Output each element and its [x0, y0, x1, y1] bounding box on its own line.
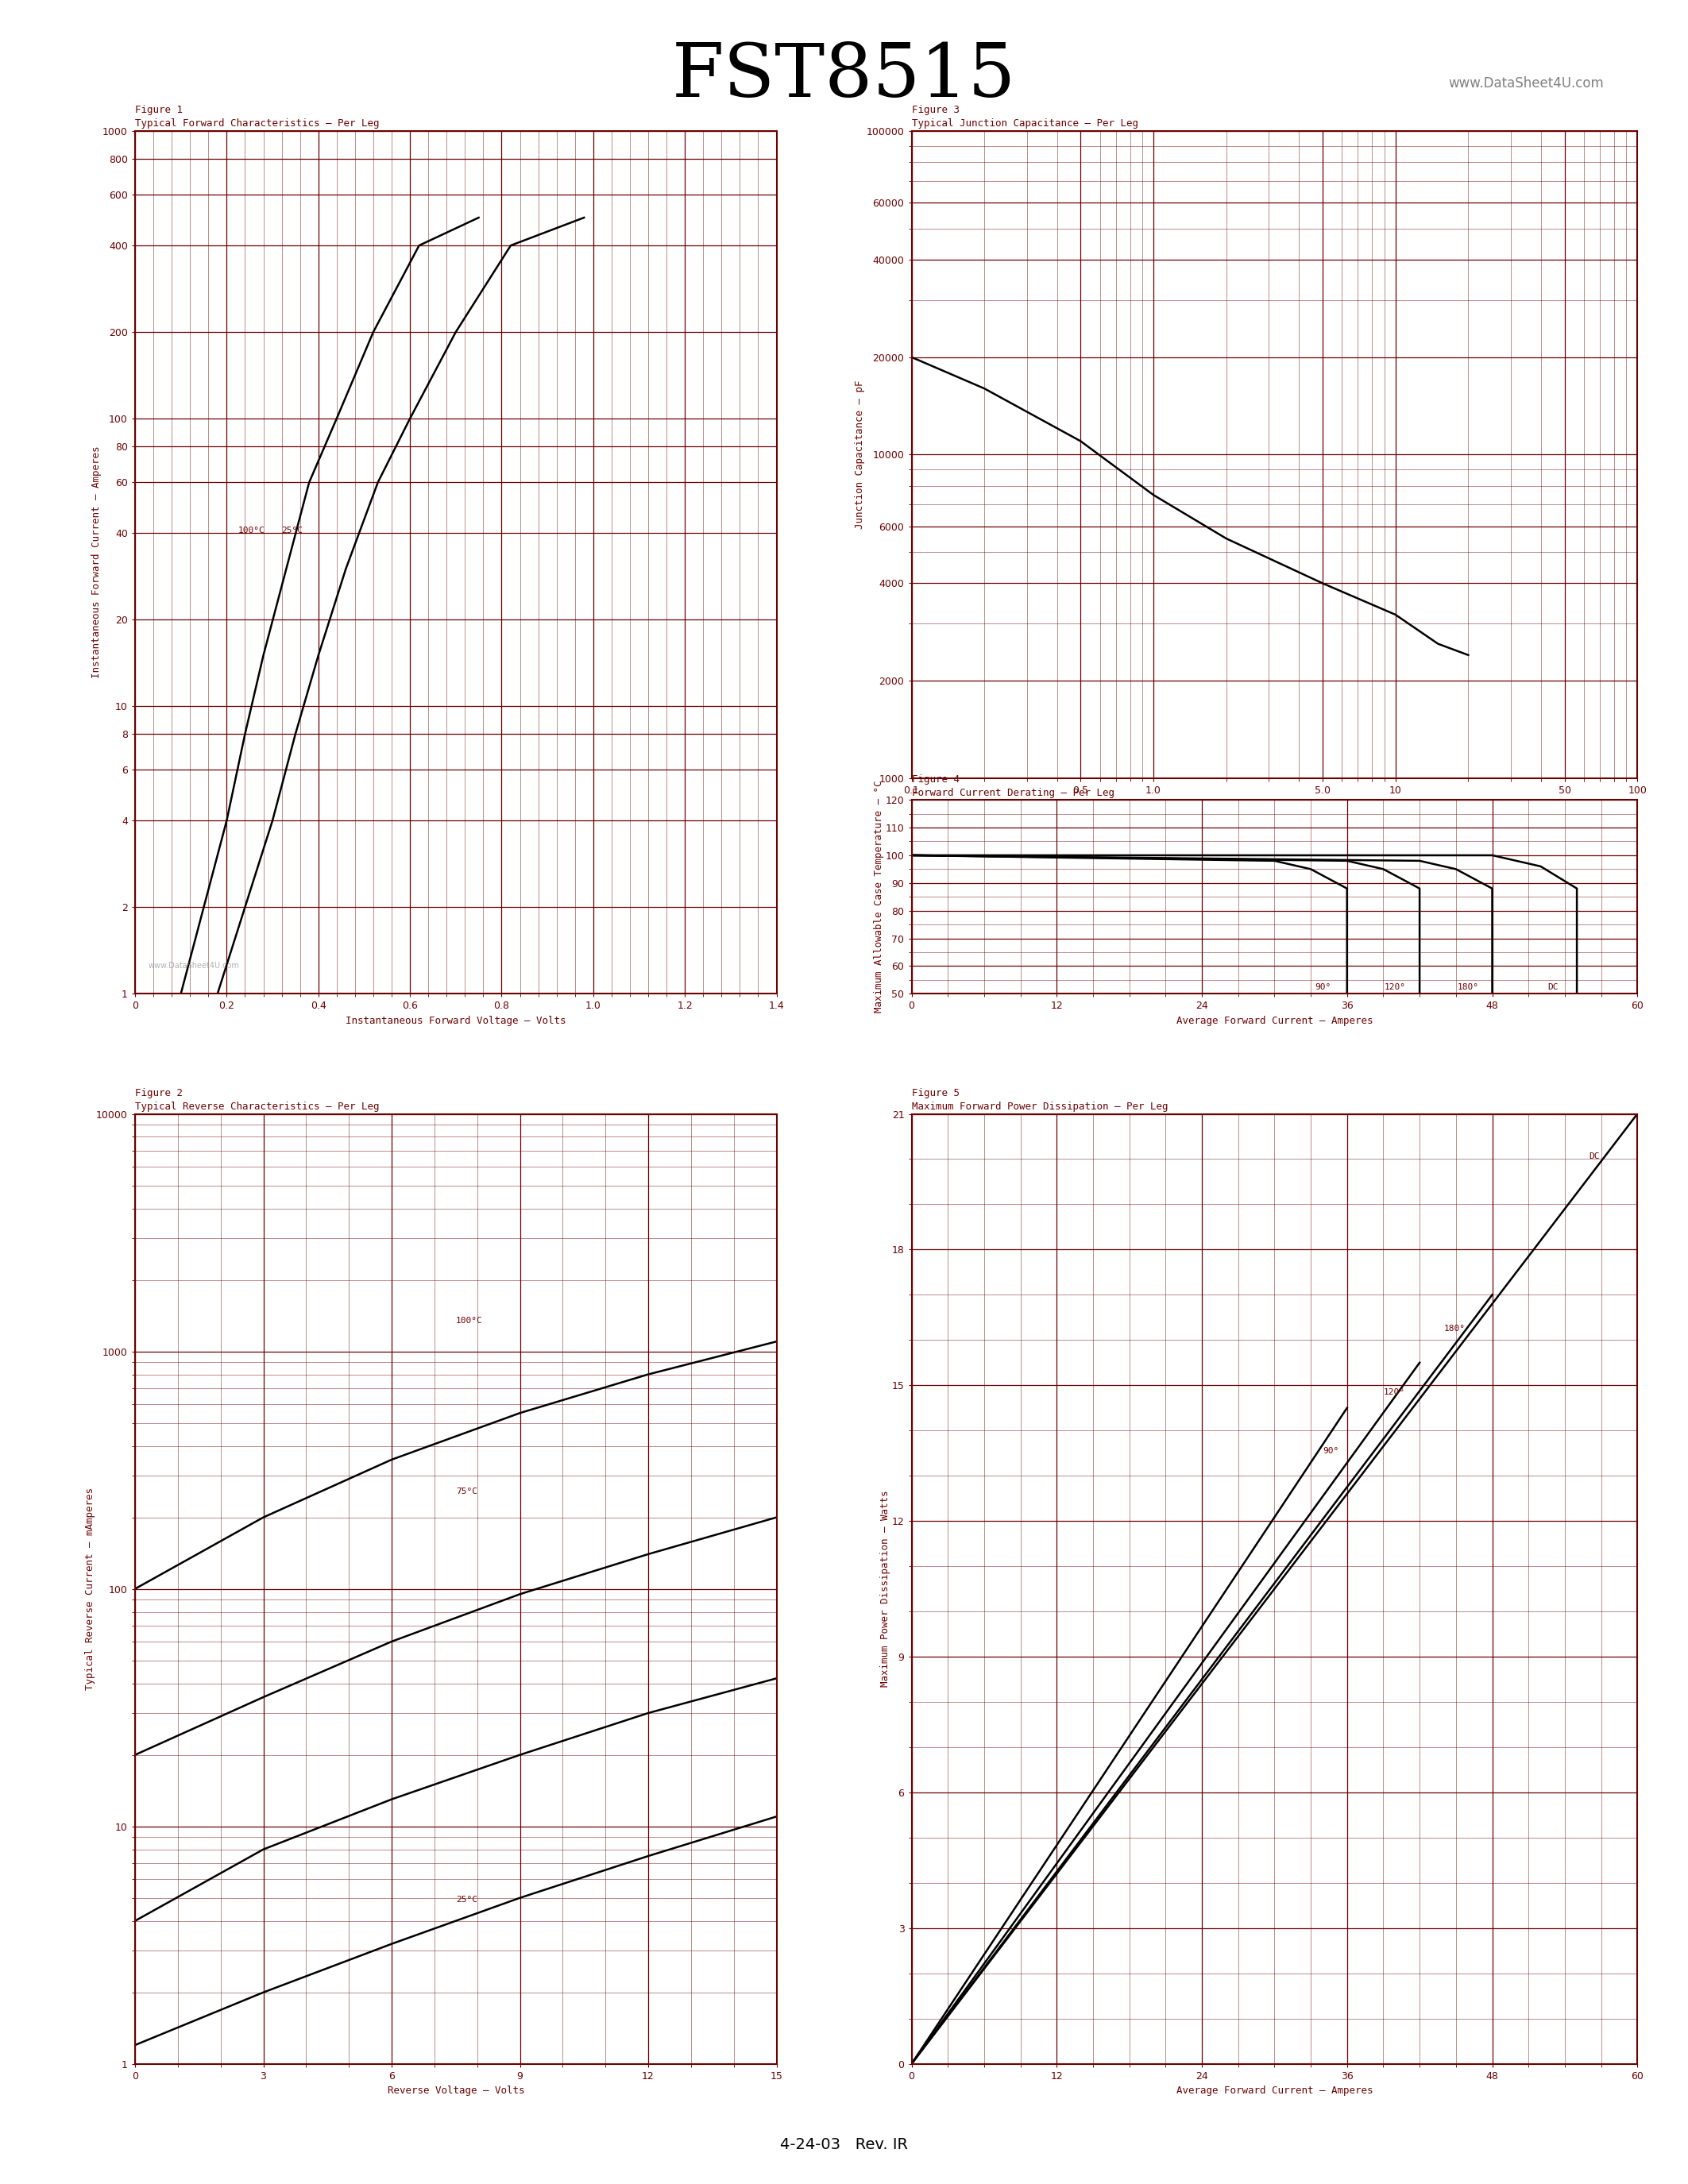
X-axis label: Average Forward Current – Amperes: Average Forward Current – Amperes [1177, 2086, 1372, 2097]
Text: 120°: 120° [1384, 1389, 1404, 1396]
Text: 90°: 90° [1323, 1446, 1339, 1455]
Y-axis label: Typical Reverse Current – mAmperes: Typical Reverse Current – mAmperes [84, 1487, 95, 1690]
Y-axis label: Junction Capacitance – pF: Junction Capacitance – pF [854, 380, 866, 529]
Text: Figure 4
Forward Current Derating – Per Leg: Figure 4 Forward Current Derating – Per … [912, 773, 1114, 797]
Text: Figure 2
Typical Reverse Characteristics – Per Leg: Figure 2 Typical Reverse Characteristics… [135, 1088, 380, 1112]
Y-axis label: Maximum Power Dissipation – Watts: Maximum Power Dissipation – Watts [881, 1489, 891, 1686]
Text: 75°C: 75°C [456, 1487, 478, 1496]
Text: DC: DC [1548, 983, 1558, 992]
Text: Figure 1
Typical Forward Characteristics – Per Leg: Figure 1 Typical Forward Characteristics… [135, 105, 380, 129]
Text: 25°C: 25°C [282, 526, 304, 535]
X-axis label: Reverse Voltage – Volts: Reverse Voltage – Volts [387, 2086, 525, 2097]
Text: 25°C: 25°C [456, 1896, 478, 1904]
Text: www.DataSheet4U.com: www.DataSheet4U.com [1448, 76, 1604, 90]
Y-axis label: Instantaneous Forward Current – Amperes: Instantaneous Forward Current – Amperes [91, 446, 101, 679]
Text: 120°: 120° [1384, 983, 1406, 992]
Text: 180°: 180° [1443, 1326, 1465, 1332]
X-axis label: Reverse Voltage – Volts: Reverse Voltage – Volts [1205, 799, 1344, 810]
Text: 100°C: 100°C [238, 526, 265, 535]
X-axis label: Average Forward Current – Amperes: Average Forward Current – Amperes [1177, 1016, 1372, 1026]
Text: FST8515: FST8515 [672, 41, 1016, 111]
Text: Figure 5
Maximum Forward Power Dissipation – Per Leg: Figure 5 Maximum Forward Power Dissipati… [912, 1088, 1168, 1112]
Text: Figure 3
Typical Junction Capacitance – Per Leg: Figure 3 Typical Junction Capacitance – … [912, 105, 1138, 129]
Text: 4-24-03   Rev. IR: 4-24-03 Rev. IR [780, 2138, 908, 2151]
Text: 180°: 180° [1457, 983, 1479, 992]
Text: www.DataSheet4U.com: www.DataSheet4U.com [149, 961, 240, 970]
X-axis label: Instantaneous Forward Voltage – Volts: Instantaneous Forward Voltage – Volts [346, 1016, 565, 1026]
Text: DC: DC [1588, 1153, 1600, 1160]
Text: 90°: 90° [1315, 983, 1330, 992]
Y-axis label: Maximum Allowable Case Temperature – °C: Maximum Allowable Case Temperature – °C [874, 780, 885, 1013]
Text: 100°C: 100°C [456, 1317, 483, 1324]
